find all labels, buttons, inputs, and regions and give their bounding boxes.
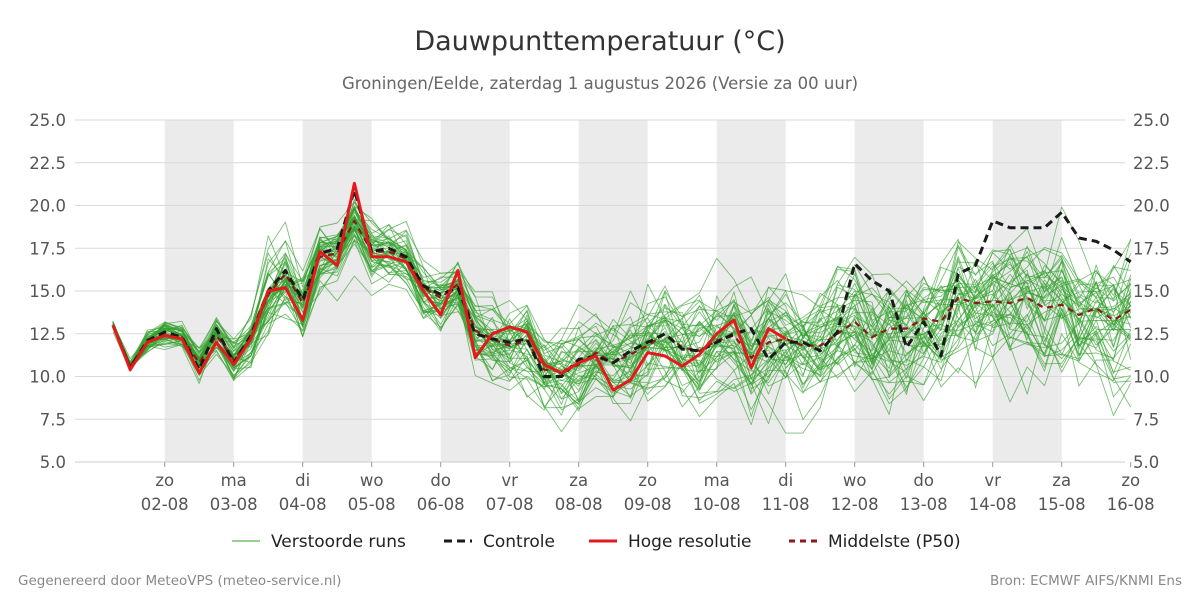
y-tick-label-left: 17.5 [29, 239, 66, 258]
y-tick-label-right: 5.0 [1133, 453, 1159, 472]
x-tick-date: 14-08 [969, 495, 1017, 514]
y-tick-label-right: 15.0 [1133, 282, 1170, 301]
x-tick-date: 12-08 [831, 495, 879, 514]
ensemble-run-line [112, 225, 1131, 434]
chart-title: Dauwpunttemperatuur (°C) [414, 26, 785, 57]
ensemble-run-line [112, 201, 1132, 418]
y-tick-label-right: 20.0 [1133, 197, 1170, 216]
y-tick-label-left: 5.0 [40, 453, 66, 472]
ensemble-run-line [112, 275, 1132, 411]
ensemble-runs [112, 198, 1132, 434]
x-tick-date: 16-08 [1107, 495, 1155, 514]
x-tick-date: 15-08 [1038, 495, 1086, 514]
y-tick-label-right: 22.5 [1133, 154, 1170, 173]
ensemble-run-line [112, 239, 1132, 395]
x-tick-date: 05-08 [348, 495, 396, 514]
series-line-middelste-p50 [111, 219, 1132, 373]
x-tick-date: 06-08 [417, 495, 465, 514]
y-tick-label-left: 10.0 [29, 368, 66, 387]
footer-source: Bron: ECMWF AIFS/KNMI Ens [990, 573, 1182, 589]
x-tick-date: 02-08 [141, 495, 189, 514]
legend-label: Middelste (P50) [828, 532, 961, 552]
ensemble-run-line [112, 226, 1131, 393]
ensemble-run-line [112, 243, 1131, 405]
x-tick-weekday: di [295, 471, 310, 490]
y-tick-label-left: 22.5 [29, 154, 66, 173]
ensemble-run-line [112, 221, 1132, 394]
y-tick-label-left: 20.0 [29, 197, 66, 216]
y-tick-label-right: 17.5 [1133, 239, 1170, 258]
x-tick-date: 13-08 [900, 495, 948, 514]
x-tick-weekday: vr [501, 471, 518, 490]
ensemble-run-line [112, 207, 1132, 416]
y-tick-label-left: 12.5 [29, 325, 66, 344]
x-tick-weekday: wo [360, 471, 384, 490]
x-tick-weekday: za [569, 471, 588, 490]
x-tick-date: 04-08 [279, 495, 327, 514]
legend-label: Controle [483, 532, 555, 552]
y-tick-label-left: 7.5 [40, 410, 66, 429]
ensemble-run-line [112, 211, 1132, 433]
series-line-hoge-resolutie [111, 181, 787, 392]
x-tick-weekday: ma [704, 471, 730, 490]
y-tick-label-left: 15.0 [29, 282, 66, 301]
x-tick-date: 09-08 [624, 495, 672, 514]
main-series [111, 181, 1132, 392]
ensemble-run-line [112, 228, 1132, 408]
x-tick-date: 10-08 [693, 495, 741, 514]
y-tick-label-left: 25.0 [29, 111, 66, 130]
x-tick-weekday: do [913, 471, 934, 490]
x-tick-weekday: do [430, 471, 451, 490]
x-tick-date: 07-08 [486, 495, 534, 514]
legend-label: Hoge resolutie [628, 532, 752, 552]
ensemble-run-line [112, 209, 1131, 403]
x-tick-weekday: zo [1121, 471, 1140, 490]
legend: Verstoorde runs Controle Hoge resolutie Mid… [232, 532, 961, 552]
y-tick-label-right: 7.5 [1133, 410, 1159, 429]
ensemble-run-line [112, 219, 1132, 375]
footer-generator: Gegenereerd door MeteoVPS (meteo-service… [18, 573, 341, 589]
y-tick-label-right: 25.0 [1133, 111, 1170, 130]
legend-label: Verstoorde runs [271, 532, 406, 552]
x-tick-weekday: zo [638, 471, 657, 490]
axes: 5.0 5.0 7.5 7.5 10.0 10.0 12.5 12.5 15.0 15.0 17.5… [29, 111, 1170, 514]
ensemble-run-line [112, 228, 1132, 411]
x-tick-weekday: di [778, 471, 793, 490]
chart-subtitle: Groningen/Eelde, zaterdag 1 augustus 202… [342, 74, 858, 93]
x-tick-date: 11-08 [762, 495, 810, 514]
x-tick-date: 03-08 [210, 495, 258, 514]
ensemble-run-line [112, 215, 1132, 409]
x-tick-weekday: zo [155, 471, 174, 490]
x-tick-date: 08-08 [555, 495, 603, 514]
ensemble-run-line [112, 218, 1132, 412]
x-tick-weekday: wo [843, 471, 867, 490]
y-tick-label-right: 12.5 [1133, 325, 1170, 344]
x-tick-weekday: vr [984, 471, 1001, 490]
x-tick-weekday: ma [221, 471, 247, 490]
y-tick-label-right: 10.0 [1133, 368, 1170, 387]
x-tick-weekday: za [1052, 471, 1071, 490]
